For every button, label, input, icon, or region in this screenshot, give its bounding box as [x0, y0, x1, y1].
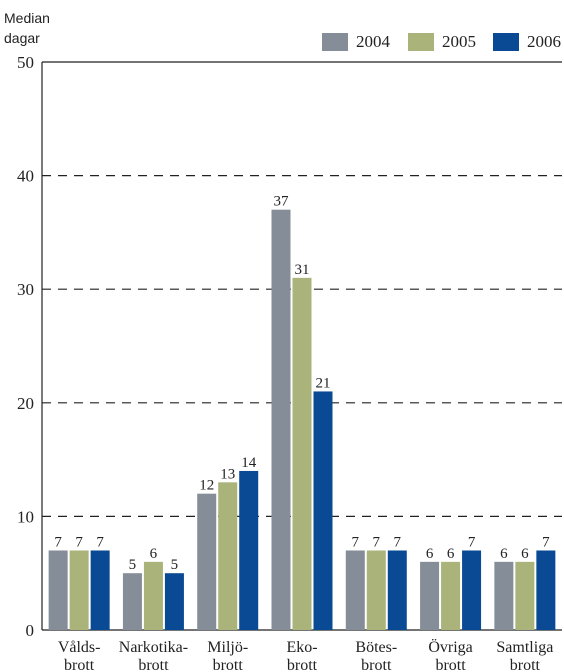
bar-2006-4	[387, 550, 407, 630]
x-tick-label-4-line-1: Bötes-	[355, 639, 397, 656]
data-label-2004-0: 7	[54, 534, 62, 550]
x-tick-label-1-line-2: brott	[138, 657, 169, 672]
data-label-2005-2: 13	[220, 466, 235, 482]
bar-2004-0	[48, 550, 68, 630]
data-label-2006-4: 7	[394, 534, 402, 550]
bar-2004-5	[420, 561, 440, 630]
x-tick-label-5-line-1: Övriga	[428, 638, 472, 656]
legend-label-2006: 2006	[527, 32, 561, 51]
legend-swatch-2005	[408, 33, 434, 51]
data-label-2004-6: 6	[500, 546, 508, 562]
x-tick-label-4-line-2: brott	[361, 657, 392, 672]
x-tick-label-2-line-2: brott	[213, 657, 244, 672]
bar-2005-0	[69, 550, 89, 630]
data-label-2004-1: 5	[129, 557, 137, 573]
data-label-2006-0: 7	[96, 534, 104, 550]
bar-2004-6	[494, 561, 514, 630]
bar-2004-2	[197, 493, 217, 630]
legend-label-2004: 2004	[356, 32, 390, 51]
bar-2005-6	[515, 561, 535, 630]
bar-2006-6	[536, 550, 556, 630]
x-tick-label-5-line-2: brott	[435, 657, 466, 672]
bar-2005-4	[366, 550, 386, 630]
x-tick-label-6-line-2: brott	[510, 657, 541, 672]
data-label-2004-4: 7	[352, 534, 360, 550]
bar-2004-1	[122, 573, 142, 630]
data-label-2006-6: 7	[542, 534, 550, 550]
legend-item-2004: 2004	[322, 32, 390, 52]
x-tick-label-1-line-1: Narkotika-	[119, 639, 188, 656]
x-tick-label-3-line-2: brott	[287, 657, 318, 672]
data-label-2005-5: 6	[447, 546, 455, 562]
data-label-2006-5: 7	[468, 534, 476, 550]
bar-2005-5	[441, 561, 461, 630]
data-label-2006-3: 21	[316, 375, 331, 391]
legend-item-2006: 2006	[493, 32, 561, 52]
y-tick-label-0: 0	[26, 621, 35, 640]
data-label-2004-5: 6	[426, 546, 434, 562]
bar-2004-3	[271, 209, 291, 630]
y-tick-label-50: 50	[17, 53, 34, 72]
y-axis-label-line-2: dagar	[4, 30, 40, 46]
bar-2004-4	[345, 550, 365, 630]
data-label-2005-6: 6	[521, 546, 529, 562]
x-tick-label-0-line-1: Vålds-	[58, 639, 101, 656]
legend-swatch-2004	[322, 33, 348, 51]
bar-2006-3	[313, 391, 333, 630]
bar-2005-2	[218, 482, 238, 630]
bar-2006-2	[239, 470, 259, 630]
legend-label-2005: 2005	[442, 32, 476, 51]
data-label-2004-2: 12	[199, 478, 214, 494]
y-tick-label-10: 10	[17, 507, 34, 526]
bar-2006-1	[164, 573, 184, 630]
data-label-2005-4: 7	[373, 534, 381, 550]
y-tick-label-20: 20	[17, 394, 34, 413]
x-tick-label-0-line-2: brott	[64, 657, 95, 672]
bar-2005-3	[292, 277, 312, 630]
bar-2005-1	[143, 561, 163, 630]
data-label-2005-3: 31	[295, 262, 310, 278]
legend-item-2005: 2005	[408, 32, 476, 52]
data-label-2004-3: 37	[274, 194, 290, 210]
legend-swatch-2006	[493, 33, 519, 51]
data-label-2005-0: 7	[75, 534, 83, 550]
x-tick-label-2-line-1: Miljö-	[207, 639, 248, 656]
data-label-2006-1: 5	[171, 557, 179, 573]
y-axis-label-line-1: Median	[4, 10, 50, 26]
x-tick-label-6-line-1: Samtliga	[496, 639, 553, 656]
data-label-2006-2: 14	[241, 455, 257, 471]
y-tick-label-30: 30	[17, 280, 34, 299]
y-tick-label-40: 40	[17, 167, 34, 186]
x-tick-label-3-line-1: Eko-	[286, 639, 317, 656]
bar-2006-5	[462, 550, 482, 630]
data-label-2005-1: 6	[150, 546, 158, 562]
bar-2006-0	[90, 550, 110, 630]
